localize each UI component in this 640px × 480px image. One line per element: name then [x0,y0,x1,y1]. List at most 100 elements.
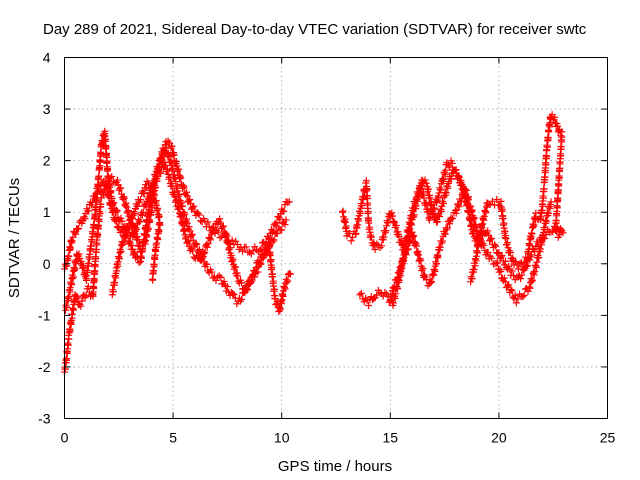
data-point [457,179,465,187]
data-point [475,240,483,248]
data-point [273,229,281,237]
data-point [286,270,294,278]
data-point [129,211,137,219]
data-point [402,251,410,259]
data-point [223,283,231,291]
data-point [484,227,492,235]
data-point [528,276,536,284]
data-point [129,232,137,240]
data-point [280,284,288,292]
data-point [473,226,481,234]
data-point [128,241,136,249]
y-tick-label: 2 [43,153,51,169]
grid [64,57,608,419]
data-point [216,215,224,223]
data-point [97,200,105,208]
data-point [365,301,373,309]
data-point [180,183,188,191]
data-point [495,249,503,257]
data-point [117,184,125,192]
data-point [199,253,207,261]
data-point [410,232,418,240]
data-point [217,273,225,281]
data-point [93,190,101,198]
data-point [510,272,518,280]
data-point [428,201,436,209]
x-tick-label: 25 [600,430,616,446]
data-point [508,267,516,275]
data-point [357,289,365,297]
data-point [430,271,438,279]
data-point [170,151,178,159]
data-point [89,230,97,238]
data-point [119,239,127,247]
data-point [194,209,202,217]
data-point [426,194,434,202]
y-tick-label: -1 [38,307,51,323]
data-point [531,247,539,255]
data-point [422,199,430,207]
data-point [376,244,384,252]
data-point [530,221,538,229]
data-point [541,234,549,242]
x-tick-label: 0 [61,430,69,446]
data-point [498,252,506,260]
data-point [528,230,536,238]
data-point [519,293,527,301]
data-point [528,277,536,285]
data-point [487,234,495,242]
data-point [211,226,219,234]
data-point [69,273,77,281]
data-point [112,214,120,222]
data-point [497,267,505,275]
y-tick-label: 3 [43,101,51,117]
data-point [94,231,102,239]
data-point [539,194,547,202]
data-point [150,254,158,262]
data-point [265,243,273,251]
data-point [222,230,230,238]
data-point [103,184,111,192]
data-point [447,175,455,183]
data-point [188,231,196,239]
data-point [497,253,505,261]
data-point [356,291,364,299]
data-point [448,159,456,167]
data-point [441,230,449,238]
data-point [508,287,516,295]
data-point [66,244,74,252]
data-point [381,289,389,297]
data-point [132,224,140,232]
data-point [215,272,223,280]
data-point [195,211,203,219]
data-point [417,185,425,193]
data-point [124,225,132,233]
data-point [65,335,73,343]
data-point [143,218,151,226]
data-point [427,279,435,287]
data-point [65,293,73,301]
data-point [285,198,293,206]
data-point [247,278,255,286]
data-point [177,174,185,182]
data-point [392,222,400,230]
data-point [281,221,289,229]
data-point [370,295,378,303]
data-point [238,279,246,287]
data-point [365,219,373,227]
data-point [412,242,420,250]
data-point [527,251,535,259]
data-point [280,207,288,215]
data-point [273,219,281,227]
data-point [440,199,448,207]
data-point [198,254,206,262]
data-layer [61,111,567,376]
data-point [498,206,506,214]
data-point [446,174,454,182]
data-point [113,217,121,225]
data-point [505,262,513,270]
data-point [388,293,396,301]
data-point [207,236,215,244]
data-point [185,223,193,231]
data-point [544,210,552,218]
